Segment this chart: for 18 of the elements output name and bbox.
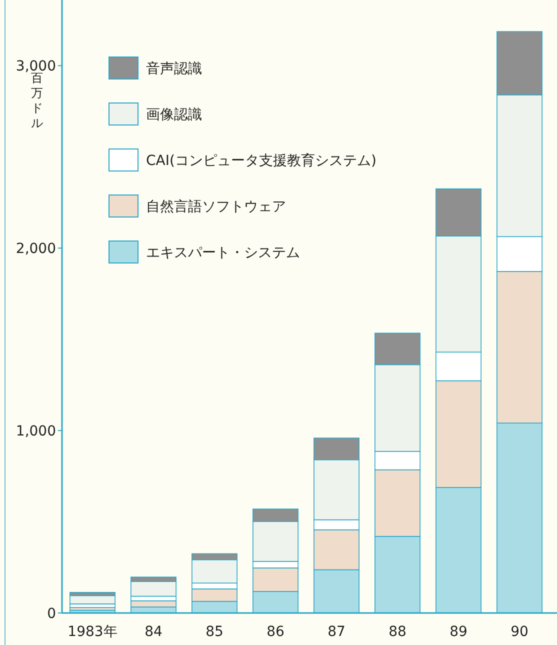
legend-label: エキスパート・システム (146, 245, 300, 261)
x-tick-label: 1983年 (68, 624, 118, 640)
x-tick-label: 87 (328, 624, 346, 640)
y-tick-label: 0 (47, 606, 56, 622)
x-tick-label: 89 (450, 624, 468, 640)
y-tick-label: 1,000 (16, 424, 56, 440)
y-axis-title: 百万ドル (31, 71, 43, 130)
x-tick-label: 86 (266, 624, 284, 640)
x-tick-label: 90 (510, 624, 528, 640)
x-tick-label: 88 (388, 624, 406, 640)
legend-label: 画像認識 (146, 107, 202, 123)
x-tick-label: 85 (206, 624, 224, 640)
legend-label: 自然言語ソフトウェア (146, 199, 286, 215)
bar (70, 595, 116, 604)
x-tick-label: 84 (144, 624, 162, 640)
y-tick-label: 2,000 (16, 241, 56, 258)
legend-label: 音声認識 (146, 61, 202, 77)
legend-label: CAI(コンピュータ支援教育システム) (146, 152, 376, 169)
